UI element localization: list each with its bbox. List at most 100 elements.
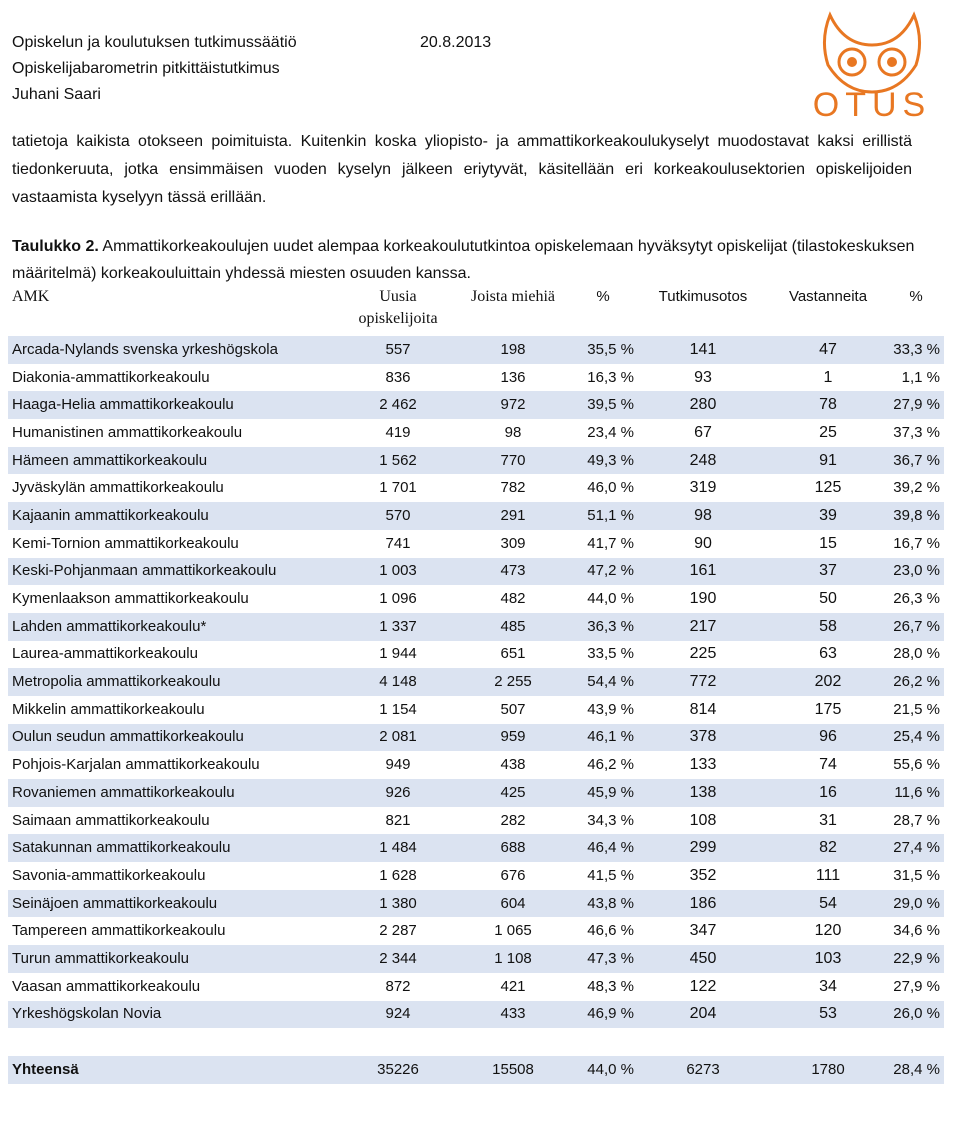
- table-cell: 47: [768, 336, 888, 364]
- table-row: Oulun seudun ammattikorkeakoulu 2 081 959 4…: [8, 723, 944, 752]
- table-cell: 1 562: [338, 446, 458, 475]
- table-cell: 1 154: [379, 700, 417, 718]
- table-cell: 25: [819, 423, 837, 441]
- table-cell: Satakunnan ammattikorkeakoulu: [8, 834, 338, 863]
- column-header: Vastanneita: [788, 288, 868, 305]
- table-cell: 103: [768, 945, 888, 973]
- column-header: Tutkimusotos: [658, 288, 748, 305]
- table-cell: Humanistinen ammattikorkeakoulu: [12, 423, 243, 441]
- table-cell: 959: [458, 723, 568, 752]
- table-row: Hämeen ammattikorkeakoulu 1 562 770 49,3 % 2…: [8, 446, 944, 475]
- table-cell: 48,3 %: [587, 977, 634, 995]
- table-cell: 949: [385, 756, 411, 774]
- table-cell: 39,5 %: [568, 391, 638, 420]
- table-cell: 51,1 %: [568, 502, 638, 530]
- table-cell: 485: [458, 612, 568, 641]
- column-header: Joista miehiä: [471, 288, 555, 305]
- caption-label: Taulukko 2.: [12, 238, 99, 255]
- table-cell: 125: [814, 479, 842, 497]
- table-cell: 55,6 %: [893, 756, 940, 774]
- table-cell: 111: [815, 866, 841, 884]
- caption: Taulukko 2. Ammattikorkeakoulujen uudet …: [12, 233, 922, 287]
- table-cell: Kemi-Tornion ammattikorkeakoulu: [12, 534, 239, 552]
- table-cell: 136: [500, 368, 526, 386]
- table-cell: 1 096: [379, 590, 417, 608]
- table-cell: Jyväskylän ammattikorkeakoulu: [12, 479, 224, 497]
- table-cell: 438: [500, 756, 526, 774]
- table-cell: 11,6 %: [888, 779, 944, 807]
- header-line: Opiskelun ja koulutuksen tutkimussäätiö: [12, 34, 297, 51]
- table-cell: 93: [694, 368, 712, 386]
- table-row: Vaasan ammattikorkeakoulu 872 421 48,3 % 122…: [8, 973, 944, 1001]
- table-cell: 43,9 %: [587, 700, 634, 718]
- table-cell: 217: [638, 612, 768, 641]
- column-header: AMK: [12, 288, 50, 305]
- table-cell: 46,6 %: [587, 922, 634, 940]
- table-row: Jyväskylän ammattikorkeakoulu 1 701 782 46,…: [8, 474, 944, 502]
- table-row: Yrkeshögskolan Novia 924 433 46,9 % 204 53 26,…: [8, 1000, 944, 1029]
- table-cell: 482: [500, 590, 526, 608]
- table-cell: 58: [768, 612, 888, 641]
- table-row: Tampereen ammattikorkeakoulu 2 287 1 065 46…: [8, 917, 944, 945]
- table-cell: 34: [819, 977, 837, 995]
- table-cell: 74: [819, 756, 837, 774]
- table-cell: Tampereen ammattikorkeakoulu: [12, 922, 226, 940]
- table-cell: 33,5 %: [587, 645, 634, 663]
- table-cell: 16: [768, 779, 888, 807]
- table-row: Arcada-Nylands svenska yrkeshögskola 557 1…: [8, 336, 944, 364]
- table-cell: 23,4 %: [587, 423, 634, 441]
- table-cell: 814: [689, 700, 717, 718]
- table-cell: 91: [768, 446, 888, 475]
- table-cell: 108: [689, 811, 717, 829]
- table: AMK Uusia opiskelijoita Joista miehiä% Tutk…: [8, 286, 944, 1084]
- table-cell: 141: [638, 336, 768, 364]
- table-cell: 280: [638, 391, 768, 420]
- table-row: Haaga-Helia ammattikorkeakoulu 2 462 972 39…: [8, 391, 944, 420]
- table-cell: 39,2 %: [893, 479, 940, 497]
- table-cell: 63: [819, 645, 837, 663]
- table-cell: Hämeen ammattikorkeakoulu: [8, 446, 338, 475]
- table-cell: Keski-Pohjanmaan ammattikorkeakoulu: [8, 557, 338, 586]
- table-cell: 22,9 %: [888, 945, 944, 973]
- table-cell: 651: [500, 645, 526, 663]
- table-cell: 2 344: [338, 945, 458, 973]
- table-cell: 821: [385, 811, 411, 829]
- table-row: Pohjois-Karjalan ammattikorkeakoulu 949 43…: [8, 751, 944, 779]
- table-cell: 49,3 %: [568, 446, 638, 475]
- table-cell: Seinäjoen ammattikorkeakoulu: [8, 889, 338, 918]
- table-cell: 872: [385, 977, 411, 995]
- table-cell: 772: [638, 668, 768, 696]
- total-cell: Yhteensä: [8, 1055, 338, 1084]
- table-cell: 54: [768, 889, 888, 918]
- spacer: [8, 1028, 944, 1056]
- table-cell: 175: [814, 700, 842, 718]
- table-row: Saimaan ammattikorkeakoulu 821 282 34,3 % 10…: [8, 807, 944, 835]
- table-cell: 4 148: [338, 668, 458, 696]
- table-cell: Haaga-Helia ammattikorkeakoulu: [8, 391, 338, 420]
- table-cell: 26,7 %: [888, 612, 944, 641]
- table-cell: 28,7 %: [893, 811, 940, 829]
- table-cell: 473: [458, 557, 568, 586]
- table-row: Kajaanin ammattikorkeakoulu 570 291 51,1 % 9…: [8, 502, 944, 530]
- table-cell: 836: [385, 368, 411, 386]
- table-row: Keski-Pohjanmaan ammattikorkeakoulu 1 003…: [8, 557, 944, 586]
- table-cell: 507: [500, 700, 526, 718]
- table-cell: 54,4 %: [568, 668, 638, 696]
- header: Opiskelun ja koulutuksen tutkimussäätiö …: [12, 30, 297, 108]
- table-cell: 37,3 %: [893, 423, 940, 441]
- table-cell: 96: [768, 723, 888, 752]
- table-cell: 122: [689, 977, 717, 995]
- table-cell: 2 081: [338, 723, 458, 752]
- table-cell: 347: [689, 922, 717, 940]
- table-cell: 204: [638, 1000, 768, 1029]
- table-cell: 319: [689, 479, 717, 497]
- header-line: Juhani Saari: [12, 86, 101, 103]
- table-cell: 41,7 %: [587, 534, 634, 552]
- table-row: Kymenlaakson ammattikorkeakoulu 1 096 482 4…: [8, 585, 944, 613]
- table-cell: 37: [768, 557, 888, 586]
- table-cell: 2 255: [458, 668, 568, 696]
- table-cell: 1: [823, 368, 833, 386]
- table-cell: 1 944: [379, 645, 417, 663]
- table-cell: 46,1 %: [568, 723, 638, 752]
- table-row: Rovaniemen ammattikorkeakoulu 926 425 45,9 …: [8, 779, 944, 807]
